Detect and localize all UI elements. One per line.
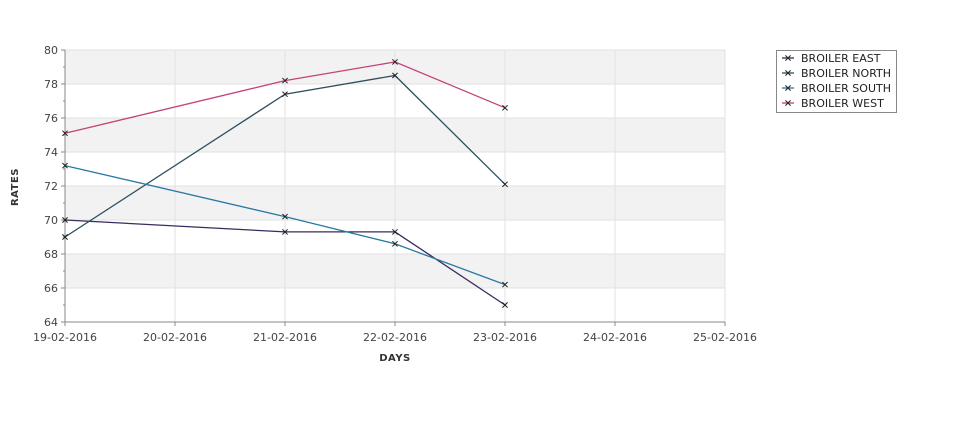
data-point-broiler-north xyxy=(282,91,288,98)
data-point-broiler-west xyxy=(392,58,398,65)
legend-marker xyxy=(785,85,791,91)
data-point-broiler-east xyxy=(502,302,508,308)
data-point-broiler-north xyxy=(62,234,68,240)
x-axis-title: DAYS xyxy=(379,353,411,364)
series-line-broiler-north xyxy=(64,74,506,238)
legend-marker xyxy=(785,100,791,106)
data-point-broiler-south xyxy=(392,240,398,247)
y-tick-label: 80 xyxy=(44,44,58,57)
x-axis-ticks: 19-02-2016 20-02-2016 21-02-2016 22-02-2016… xyxy=(33,322,757,344)
data-point-broiler-north xyxy=(392,72,398,79)
data-point-broiler-north xyxy=(502,181,508,188)
y-tick-label: 72 xyxy=(44,180,58,193)
data-point-broiler-south xyxy=(502,281,508,288)
series-lines xyxy=(62,58,508,308)
legend-marker xyxy=(785,55,791,61)
y-tick-label: 64 xyxy=(44,316,58,329)
legend-item: BROILER EAST xyxy=(782,52,881,65)
y-tick-label: 68 xyxy=(44,248,58,261)
legend-label: BROILER NORTH xyxy=(801,67,891,80)
y-tick-label: 66 xyxy=(44,282,58,295)
data-point-broiler-west xyxy=(282,77,288,84)
y-tick-label: 74 xyxy=(44,146,58,159)
data-point-broiler-east xyxy=(282,228,288,235)
x-tick-label: 24-02-2016 xyxy=(583,331,647,344)
legend-label: BROILER SOUTH xyxy=(801,82,891,95)
legend-item: BROILER NORTH xyxy=(782,67,891,80)
legend-item: BROILER WEST xyxy=(782,97,884,110)
y-axis-ticks: 64 66 68 70 72 74 76 78 80 xyxy=(44,44,65,329)
y-axis-title: RATES xyxy=(10,168,21,206)
legend-marker xyxy=(785,70,791,76)
legend-item: BROILER SOUTH xyxy=(782,82,891,95)
x-tick-label: 22-02-2016 xyxy=(363,331,427,344)
legend-label: BROILER EAST xyxy=(801,52,881,65)
series-line-broiler-west xyxy=(64,61,506,134)
legend-box xyxy=(776,50,897,113)
y-tick-label: 78 xyxy=(44,78,58,91)
y-tick-label: 76 xyxy=(44,112,58,125)
x-tick-label: 21-02-2016 xyxy=(253,331,317,344)
legend: BROILER EAST BROILER NORTH BROILER SOUTH BR… xyxy=(776,50,897,113)
x-tick-label: 20-02-2016 xyxy=(143,331,207,344)
series-line-broiler-south xyxy=(64,164,506,286)
x-tick-label: 25-02-2016 xyxy=(693,331,757,344)
data-point-broiler-west xyxy=(62,130,68,137)
data-point-broiler-east xyxy=(392,228,398,235)
x-tick-label: 23-02-2016 xyxy=(473,331,537,344)
data-point-broiler-south xyxy=(282,213,288,220)
data-point-broiler-south xyxy=(62,162,68,169)
data-point-broiler-east xyxy=(62,217,68,223)
series-line-broiler-east xyxy=(64,219,506,306)
y-tick-label: 70 xyxy=(44,214,58,227)
legend-label: BROILER WEST xyxy=(801,97,884,110)
x-tick-label: 19-02-2016 xyxy=(33,331,97,344)
data-point-broiler-west xyxy=(502,104,508,111)
